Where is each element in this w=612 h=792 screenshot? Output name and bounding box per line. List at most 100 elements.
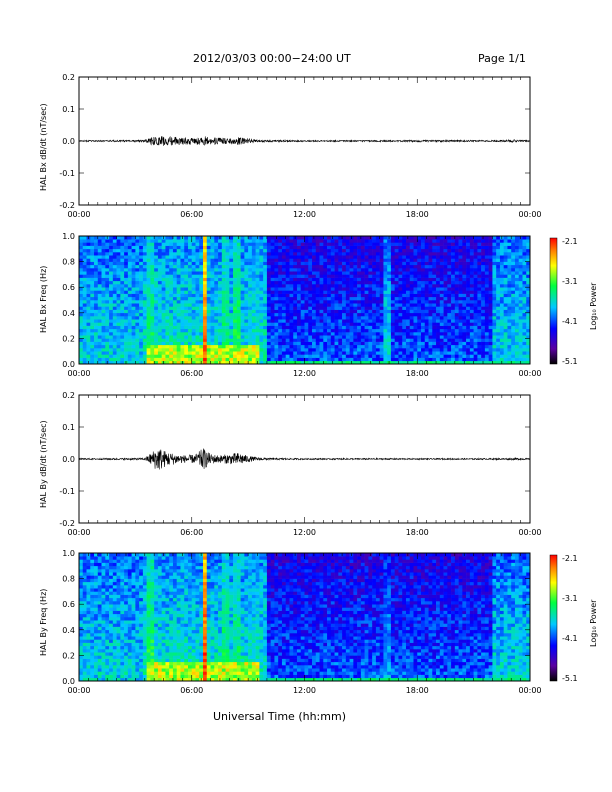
spec-cell — [383, 245, 388, 250]
spec-cell — [154, 284, 159, 288]
spec-cell — [236, 284, 241, 288]
spec-cell — [154, 344, 159, 349]
spec-cell — [499, 242, 504, 246]
spec-cell — [432, 312, 437, 317]
spec-cell — [451, 245, 456, 250]
spec-cell — [150, 303, 155, 307]
spec-cell — [221, 319, 226, 323]
spec-cell — [191, 258, 196, 262]
spec-cell — [330, 284, 335, 288]
spec-cell — [296, 341, 302, 346]
spec-cell — [214, 335, 219, 339]
spec-cell — [330, 248, 335, 253]
spec-cell — [402, 287, 407, 291]
spec-cell — [278, 248, 283, 253]
spec-cell — [296, 274, 302, 278]
spec-cell — [454, 264, 459, 269]
spec-cell — [375, 319, 380, 323]
spec-cell — [319, 306, 324, 310]
spec-cell — [255, 322, 260, 326]
spec-cell — [270, 306, 275, 310]
spec-cell — [244, 341, 249, 346]
spec-cell — [191, 306, 196, 310]
spec-cell — [364, 248, 369, 253]
spec-cell — [90, 242, 95, 246]
spec-cell — [304, 245, 309, 250]
spec-cell — [109, 348, 114, 352]
spec-cell — [484, 322, 489, 326]
spec-cell — [285, 239, 290, 243]
spec-cell — [488, 255, 493, 259]
spec-cell — [90, 264, 95, 269]
spec-cell — [466, 344, 471, 349]
spec-cell — [248, 344, 253, 349]
spec-cell — [330, 303, 335, 307]
spec-cell — [383, 287, 388, 291]
spec-cell — [169, 245, 174, 250]
spec-cell — [357, 312, 362, 317]
spec-cell — [353, 258, 358, 262]
spec-cell — [349, 280, 354, 285]
spec-cell — [240, 255, 245, 259]
spec-cell — [97, 284, 102, 288]
spec-cell — [199, 351, 204, 355]
spec-cell — [402, 271, 407, 275]
spec-cell — [161, 306, 166, 310]
spec-cell — [233, 271, 238, 275]
spec-cell — [195, 354, 200, 358]
spec-cell — [285, 296, 290, 301]
spec-cell — [462, 322, 467, 326]
spec-cell — [308, 239, 313, 243]
spec-cell — [94, 248, 99, 253]
spec-cell — [120, 306, 125, 310]
spec-cell — [413, 255, 418, 259]
spec-cell — [131, 248, 136, 253]
spec-cell — [270, 325, 275, 330]
spec-cell — [184, 341, 189, 346]
spec-cell — [157, 328, 162, 333]
spec-cell — [120, 360, 125, 365]
spec-cell — [481, 290, 486, 294]
spec-cell — [259, 351, 264, 355]
spec-cell — [300, 306, 305, 310]
spec-cell — [135, 335, 140, 339]
spec-cell — [488, 258, 493, 262]
spec-cell — [203, 335, 208, 339]
spec-cell — [353, 332, 358, 336]
spec-cell — [176, 261, 181, 266]
spec-cell — [319, 261, 324, 266]
spec-cell — [398, 338, 403, 342]
spec-cell — [251, 245, 256, 250]
spec-cell — [319, 322, 324, 326]
spec-cell — [184, 319, 189, 323]
spec-cell — [477, 328, 482, 333]
spec-cell — [229, 242, 234, 246]
spec-cell — [293, 322, 298, 326]
spec-cell — [161, 312, 166, 317]
spec-cell — [413, 335, 418, 339]
spec-cell — [169, 239, 174, 243]
spec-cell — [105, 303, 110, 307]
spec-cell — [112, 252, 117, 256]
spec-cell — [522, 335, 527, 339]
spec-cell — [109, 236, 114, 240]
spec-cell — [503, 252, 508, 256]
spec-cell — [120, 322, 125, 326]
spec-cell — [146, 300, 151, 304]
spec-cell — [233, 325, 238, 330]
spec-cell — [409, 293, 414, 298]
spec-cell — [439, 351, 444, 355]
spec-cell — [94, 319, 99, 323]
spec-cell — [518, 306, 523, 310]
spec-cell — [458, 303, 463, 307]
spec-cell — [214, 280, 219, 285]
spec-cell — [338, 309, 343, 314]
spec-cell — [469, 296, 474, 301]
spec-cell — [233, 290, 238, 294]
spec-cell — [259, 287, 264, 291]
spec-cell — [357, 303, 362, 307]
spec-cell — [236, 344, 241, 349]
spec-cell — [360, 277, 365, 282]
spec-cell — [413, 284, 418, 288]
spec-cell — [150, 354, 155, 358]
